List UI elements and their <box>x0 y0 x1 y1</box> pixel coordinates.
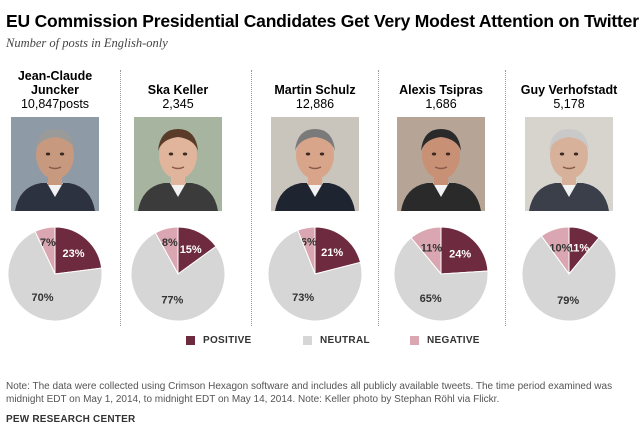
positive-slice-label: 24% <box>449 249 471 261</box>
neutral-slice <box>393 237 489 322</box>
neutral-slice-label: 79% <box>557 295 579 307</box>
positive-slice-label: 11% <box>568 243 590 255</box>
sentiment-pie: 11%10% 79% <box>521 226 617 322</box>
neutral-slice-label: 77% <box>161 294 183 306</box>
source-credit: PEW RESEARCH CENTER <box>6 414 136 425</box>
neutral-slice <box>130 232 226 322</box>
negative-slice-label: 11% <box>421 243 443 255</box>
post-count: 12,886 <box>295 97 335 111</box>
candidate-name: Alexis Tsipras <box>399 83 483 97</box>
post-count: 1,686 <box>425 97 457 111</box>
candidate-photo <box>397 117 485 211</box>
legend-label: POSITIVE <box>203 335 252 346</box>
candidate-columns: Jean-Claude Juncker 10,847posts 23% 7% 70% Ska… <box>0 66 640 336</box>
legend-swatch <box>410 336 419 345</box>
negative-slice-label: 6% <box>301 237 317 249</box>
legend-swatch <box>186 336 195 345</box>
sentiment-pie: 21% 6% 73% <box>267 226 363 322</box>
candidate-photo <box>134 117 222 211</box>
sentiment-pie: 15%8% 77% <box>130 226 226 322</box>
column-divider <box>120 70 121 326</box>
positive-slice-label: 21% <box>321 247 343 259</box>
legend-item-positive: POSITIVE <box>186 335 252 346</box>
candidate-photo <box>271 117 359 211</box>
candidate-photo <box>11 117 99 211</box>
chart-title: EU Commission Presidential Candidates Ge… <box>6 11 639 31</box>
positive-slice <box>440 226 489 275</box>
post-count: 5,178 <box>553 97 585 111</box>
candidate-column: Jean-Claude Juncker 10,847posts 23% 7% 70% <box>0 66 116 328</box>
neutral-slice-label: 65% <box>420 293 442 305</box>
candidate-column: Guy Verhofstadt 5,178 11% 10% 79% <box>508 66 630 328</box>
column-divider <box>505 70 506 326</box>
post-count: 10,847posts <box>20 97 90 111</box>
legend-label: NEGATIVE <box>427 335 480 346</box>
neutral-slice <box>521 235 617 322</box>
legend-label: NEUTRAL <box>320 335 370 346</box>
neutral-slice-label: 73% <box>292 292 314 304</box>
candidate-column: Martin Schulz 12,886 21% 6% 73% <box>254 66 376 328</box>
legend: POSITIVE NEUTRAL NEGATIVE <box>0 335 640 349</box>
column-divider <box>251 70 252 326</box>
column-divider <box>378 70 379 326</box>
footnote: Note: The data were collected using Crim… <box>6 381 613 405</box>
neutral-slice <box>7 230 103 322</box>
sentiment-pie: 24% 11% 65% <box>393 226 489 322</box>
chart-subtitle: Number of posts in English-only <box>6 36 168 50</box>
legend-swatch <box>303 336 312 345</box>
positive-slice-label: 23% <box>63 248 85 260</box>
positive-slice <box>54 226 103 275</box>
candidate-column: Ska Keller 2,345 15% 8% 77% <box>117 66 239 328</box>
legend-item-negative: NEGATIVE <box>410 335 480 346</box>
sentiment-pie: 23% 7% 70% <box>7 226 103 322</box>
candidate-name: Ska Keller <box>147 83 209 97</box>
candidate-column: Alexis Tsipras 1,686 24% 11% 65% <box>380 66 502 328</box>
post-count: 2,345 <box>162 97 194 111</box>
negative-slice-label: 8% <box>162 237 178 249</box>
positive-slice <box>314 226 362 275</box>
positive-slice-label: 15% <box>180 244 202 256</box>
legend-item-neutral: NEUTRAL <box>303 335 370 346</box>
candidate-name: Martin Schulz <box>274 83 356 97</box>
candidate-photo <box>525 117 613 211</box>
neutral-slice <box>267 229 363 322</box>
neutral-slice-label: 70% <box>31 292 53 304</box>
negative-slice-label: 10% <box>549 242 571 254</box>
candidate-name: Jean-Claude <box>17 69 93 83</box>
negative-slice-label: 7% <box>40 237 56 249</box>
candidate-name: Guy Verhofstadt <box>520 83 618 97</box>
candidate-name: Juncker <box>31 83 79 97</box>
